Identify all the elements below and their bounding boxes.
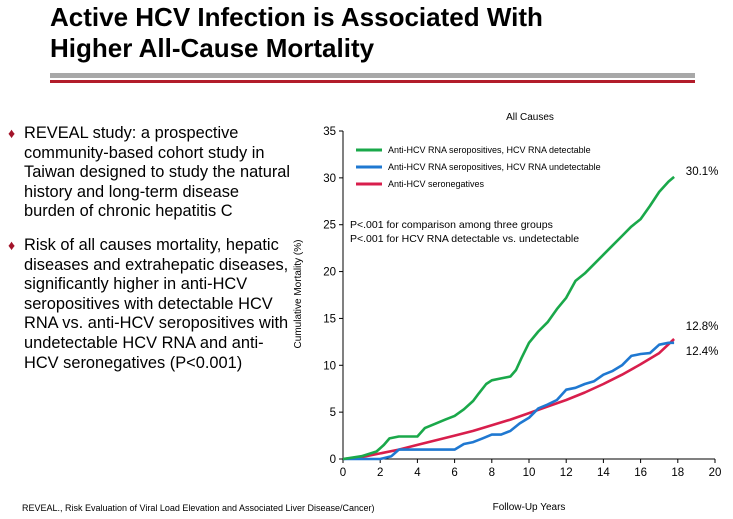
y-tick-label: 20 — [323, 267, 336, 279]
x-tick-label: 4 — [414, 467, 421, 479]
slide-title-line-1: Active HCV Infection is Associated With — [50, 2, 543, 32]
slide-title-line-2: Higher All-Cause Mortality — [50, 33, 375, 63]
legend-entry: Anti-HCV RNA seropositives, HCV RNA dete… — [388, 145, 591, 155]
y-tick-label: 15 — [323, 313, 336, 325]
x-tick-label: 2 — [377, 467, 383, 479]
series-line-2 — [342, 338, 675, 461]
x-tick-label: 0 — [340, 467, 346, 479]
series-end-label: 30.1% — [686, 166, 719, 178]
y-tick-label: 0 — [330, 454, 336, 466]
bullet-text: REVEAL study: a prospective community-ba… — [24, 124, 291, 221]
legend-entry: Anti-HCV seronegatives — [388, 179, 485, 189]
x-tick-label: 12 — [560, 467, 573, 479]
x-tick-label: 8 — [489, 467, 495, 479]
legend-entry: Anti-HCV RNA seropositives, HCV RNA unde… — [388, 162, 601, 172]
annotation-line-1: P<.001 for comparison among three groups — [350, 219, 553, 231]
series-line-0 — [342, 175, 675, 461]
bullet-text: Risk of all causes mortality, hepatic di… — [24, 235, 289, 372]
y-tick-label: 10 — [323, 360, 336, 372]
x-axis-title: Follow-Up Years — [493, 502, 566, 513]
diamond-bullet-icon: ♦ — [8, 125, 16, 141]
x-tick-label: 6 — [451, 467, 457, 479]
x-tick-label: 18 — [671, 467, 684, 479]
chart-title: All Causes — [506, 112, 554, 123]
x-tick-label: 16 — [634, 467, 647, 479]
x-tick-label: 14 — [597, 467, 610, 479]
footnote: REVEAL., Risk Evaluation of Viral Load E… — [22, 503, 375, 513]
diamond-bullet-icon: ♦ — [8, 236, 16, 253]
bullet-item-study: ♦ REVEAL study: a prospective community-… — [8, 124, 293, 222]
y-tick-label: 25 — [323, 220, 336, 232]
y-tick-label: 30 — [323, 173, 336, 185]
slide-title: Active HCV Infection is Associated With … — [50, 2, 710, 64]
bullet-item-risk: ♦ Risk of all causes mortality, hepatic … — [8, 236, 293, 373]
series-line-1 — [343, 341, 675, 461]
x-tick-label: 20 — [709, 467, 722, 479]
title-gray-rule — [50, 73, 695, 78]
series-end-label: 12.4% — [686, 346, 719, 358]
y-tick-label: 5 — [330, 407, 336, 419]
annotation-line-2: P<.001 for HCV RNA detectable vs. undete… — [350, 233, 579, 245]
y-tick-label: 35 — [323, 126, 336, 138]
x-tick-label: 10 — [523, 467, 536, 479]
y-axis-title: Cumulative Mortality (%) — [293, 240, 304, 349]
bullet-list: ♦ REVEAL study: a prospective community-… — [8, 124, 293, 387]
title-red-rule — [50, 80, 695, 83]
series-end-label: 12.8% — [686, 321, 719, 333]
